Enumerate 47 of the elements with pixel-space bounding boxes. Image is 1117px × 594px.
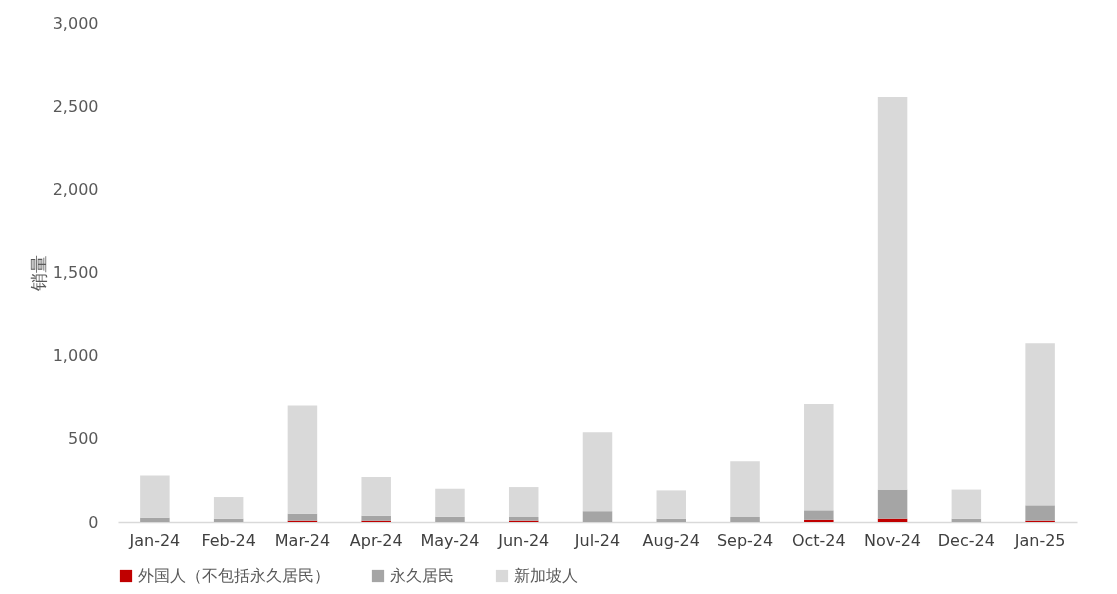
x-tick-label: Jan-24: [128, 530, 181, 550]
x-tick-label: Feb-24: [201, 530, 256, 550]
x-tick-label: Jul-24: [573, 530, 621, 550]
bar: [1025, 505, 1055, 521]
bar: [656, 490, 687, 519]
y-tick-label: 3,000: [52, 13, 99, 33]
bar: [951, 489, 982, 519]
x-tick-label: Sep-24: [716, 530, 774, 550]
x-tick-label: Nov-24: [864, 530, 922, 550]
bar: [361, 477, 391, 516]
x-tick-label: Jun-24: [497, 530, 550, 550]
bar: [140, 517, 170, 522]
x-tick-label: Apr-24: [349, 530, 403, 550]
y-tick-label: 2,000: [52, 179, 99, 199]
bar: [804, 519, 834, 522]
y-tick-label: 1,500: [52, 263, 99, 282]
bar: [435, 516, 465, 522]
y-tick-label: 2,500: [52, 96, 99, 116]
x-tick-label: May-24: [420, 530, 480, 550]
bar: [287, 513, 318, 521]
bar: [804, 510, 834, 520]
y-tick-label: 0: [88, 512, 99, 532]
x-tick-label: Jan-25: [1013, 530, 1066, 550]
bar: [140, 475, 170, 518]
x-tick-label: Mar-24: [274, 530, 331, 550]
bar: [877, 489, 908, 519]
bar: [435, 488, 465, 517]
legend-label: 永久居民: [390, 566, 454, 585]
bar: [287, 405, 318, 514]
legend-label: 新加坡人: [514, 566, 578, 585]
x-tick-label: Dec-24: [937, 530, 995, 550]
x-tick-label: Aug-24: [642, 530, 700, 550]
bar: [213, 497, 244, 519]
bar: [508, 487, 539, 518]
y-tick-label: 1,000: [52, 346, 99, 366]
bar: [804, 403, 834, 511]
bar: [1025, 343, 1055, 506]
bar: [361, 515, 391, 521]
y-axis-title: 销量: [27, 255, 49, 292]
y-tick-label: 500: [67, 429, 99, 449]
legend-label: 外国人（不包括永久居民）: [138, 566, 330, 585]
bar: [582, 432, 613, 512]
bar: [730, 517, 760, 522]
x-tick-label: Oct-24: [791, 530, 846, 550]
bar: [877, 97, 908, 490]
bar: [730, 461, 760, 518]
bar: [582, 511, 613, 522]
